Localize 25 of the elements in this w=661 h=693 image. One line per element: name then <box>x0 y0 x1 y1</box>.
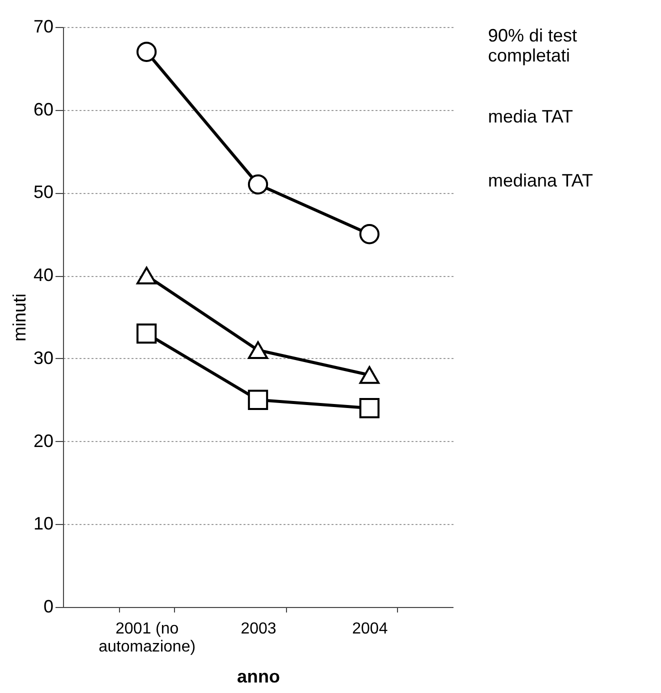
y-tick-label: 40 <box>33 265 54 286</box>
point <box>136 42 157 62</box>
y-tick-label: 60 <box>33 99 54 120</box>
point <box>248 174 268 194</box>
y-tick-label: 0 <box>43 596 54 616</box>
y-tick-label: 30 <box>33 348 54 368</box>
point <box>248 390 268 410</box>
y-tick-label: 70 <box>33 16 54 36</box>
text: mediana TAT <box>488 170 594 190</box>
point <box>359 366 380 384</box>
x-tick-label: 2001 (no automazione) <box>98 620 196 656</box>
point <box>136 266 157 284</box>
point <box>248 341 268 360</box>
y-tick-label: 50 <box>33 182 54 202</box>
y-tick-label: 10 <box>33 514 54 534</box>
point <box>136 323 157 344</box>
point <box>359 224 380 244</box>
x-tick-label: 2003 <box>240 620 276 638</box>
text: 90% di test completati <box>488 26 578 66</box>
y-axis-title: minuti <box>9 293 30 342</box>
text: media TAT <box>488 106 574 126</box>
point <box>359 398 380 418</box>
x-tick-label: 2004 <box>352 620 388 638</box>
x-axis-title: anno <box>237 666 280 686</box>
y-tick-label: 20 <box>33 430 54 451</box>
